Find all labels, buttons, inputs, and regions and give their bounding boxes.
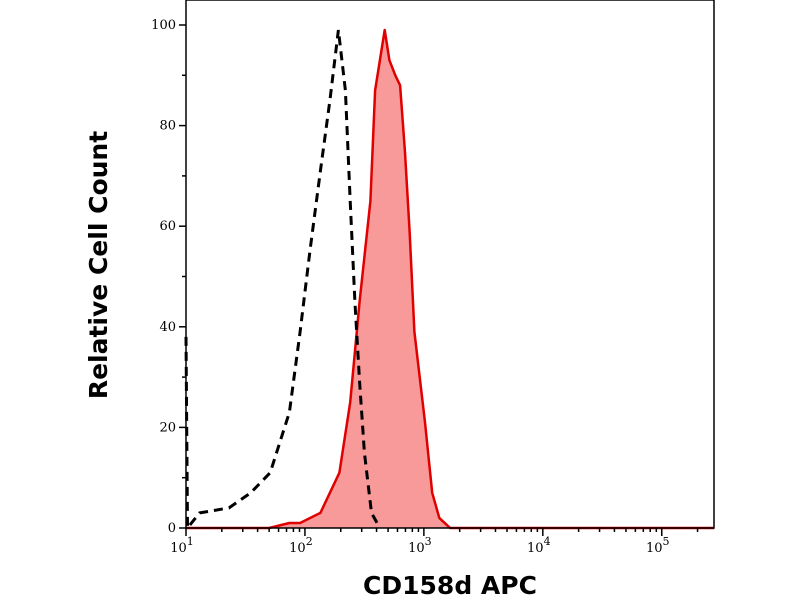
- x-tick-label: 105: [646, 535, 670, 556]
- tick-base: 10: [646, 541, 663, 556]
- tick-exponent: 3: [425, 535, 432, 548]
- x-tick-label: 104: [527, 535, 551, 556]
- series-line-cd158d-apc: [186, 28, 714, 530]
- series-layer: [184, 28, 714, 533]
- y-tick-label: 0: [168, 521, 176, 536]
- tick-base: 10: [289, 541, 306, 556]
- tick-base: 10: [408, 541, 425, 556]
- series-line-isotype-control: [184, 29, 382, 533]
- x-tick-label: 102: [289, 535, 313, 556]
- series-fill-cd158d-apc: [186, 30, 714, 528]
- y-axis-label: Relative Cell Count: [84, 131, 113, 399]
- tick-exponent: 4: [544, 535, 551, 548]
- tick-base: 10: [170, 541, 187, 556]
- tick-exponent: 1: [187, 535, 194, 548]
- y-tick-label: 40: [159, 320, 176, 335]
- tick-exponent: 5: [663, 535, 670, 548]
- x-axis-label: CD158d APC: [363, 571, 537, 600]
- x-tick-label: 103: [408, 535, 432, 556]
- plot-frame: [185, 0, 715, 529]
- y-tick-label: 20: [159, 420, 176, 435]
- tick-base: 10: [527, 541, 544, 556]
- y-tick-label: 100: [151, 18, 176, 33]
- y-tick-label: 60: [159, 219, 176, 234]
- y-tick-label: 80: [159, 119, 176, 134]
- x-tick-label: 101: [170, 535, 194, 556]
- tick-exponent: 2: [306, 535, 313, 548]
